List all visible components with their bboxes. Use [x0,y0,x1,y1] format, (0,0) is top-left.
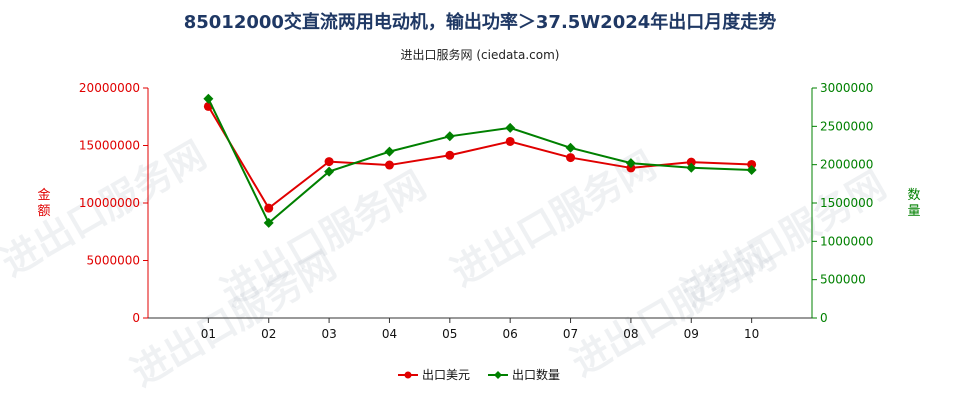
data-point-export-qty [746,165,757,176]
y-right-tick-label: 3000000 [820,81,873,95]
legend-label: 出口数量 [512,367,560,382]
y-left-tick-label: 10000000 [79,196,140,210]
y-left-tick-label: 0 [132,311,140,325]
axes: 0 5000000 10000000 15000000 20000000 0 500000 1… [37,81,920,341]
series-line-2 [207,98,752,225]
legend: 出口美元 出口数量 [398,367,560,382]
y-right-tick-label: 1000000 [820,234,873,248]
data-point-export-qty [203,93,214,104]
x-tick-label: 04 [382,327,397,341]
data-point-export-value [686,157,696,167]
x-tick-label: 07 [563,327,578,341]
x-tick-label: 08 [623,327,638,341]
data-point-export-value [324,157,334,167]
data-point-export-qty [444,131,455,142]
data-point-export-value [264,203,274,213]
y-left-tick-label: 15000000 [79,139,140,153]
data-point-export-qty [565,142,576,153]
x-tick-label: 06 [503,327,518,341]
data-point-export-qty [263,217,274,228]
chart-subtitle: 进出口服务网 (ciedata.com) [400,48,560,62]
y-left-tick-label: 20000000 [79,81,140,95]
x-tick-label: 02 [261,327,276,341]
watermark-text: 进出口服务网 [564,233,783,385]
legend-marker [494,371,502,379]
legend-label: 出口美元 [422,368,470,382]
y-right-tick-label: 1500000 [820,196,873,210]
y-right-tick-label: 0 [820,311,828,325]
series-line-1 [207,105,752,210]
x-tick-label: 01 [201,327,216,341]
x-tick-label: 03 [321,327,336,341]
data-point-export-qty [686,162,697,173]
y-right-axis-title: 数量 [907,188,920,219]
y-right-tick-label: 2500000 [820,119,873,133]
x-tick-label: 09 [684,327,699,341]
chart-title: 85012000交直流两用电动机，输出功率＞37.5W2024年出口月度走势 [183,12,777,33]
legend-marker [404,371,412,379]
data-point-export-value [747,159,757,169]
data-point-export-value [445,150,455,160]
y-right-tick-label: 500000 [820,273,866,287]
data-point-export-qty [324,166,335,177]
data-point-export-value [384,160,394,170]
series-layer [203,93,757,228]
data-point-export-value [505,136,515,146]
data-point-export-qty [625,158,636,169]
y-right-tick-label: 2000000 [820,158,873,172]
data-point-export-qty [505,122,516,133]
y-left-axis-title: 金额 [37,187,50,219]
data-point-export-value [566,153,576,163]
y-left-tick-label: 5000000 [87,254,140,268]
data-point-export-qty [384,146,395,157]
x-tick-label: 05 [442,327,457,341]
x-tick-label: 10 [744,327,759,341]
